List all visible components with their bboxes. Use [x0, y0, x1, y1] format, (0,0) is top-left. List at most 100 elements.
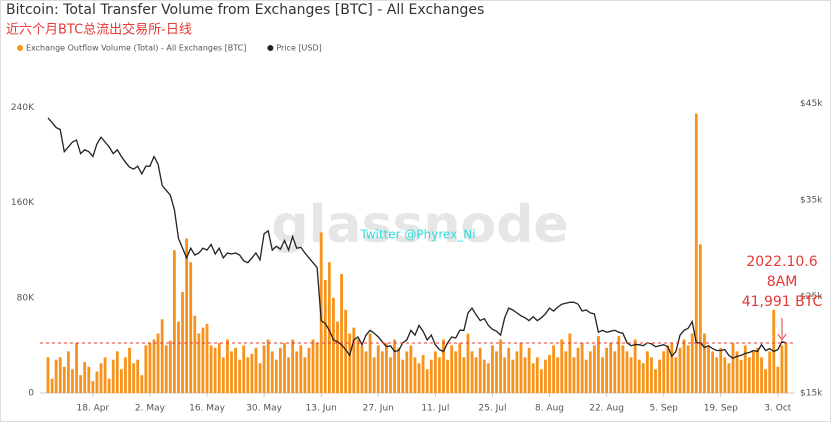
bar: [760, 357, 763, 393]
x-tick-label: 16. May: [189, 404, 225, 414]
bar: [385, 343, 388, 393]
x-tick-label: 11. Jul: [421, 404, 449, 414]
x-tick-label: 30. May: [246, 404, 282, 414]
bar: [719, 347, 723, 393]
legend-swatch: [17, 45, 23, 51]
bar: [531, 363, 535, 393]
annotation-text: 8AM: [767, 274, 798, 290]
bar: [535, 357, 539, 393]
bar: [95, 371, 99, 393]
bar: [124, 357, 127, 393]
bar: [258, 363, 262, 393]
bar: [690, 333, 694, 393]
bar: [507, 347, 511, 393]
bar: [613, 351, 617, 393]
y2-tick-label: $25k: [800, 292, 823, 302]
bar: [397, 347, 401, 393]
x-tick-label: 13. Jun: [306, 404, 337, 414]
bar: [209, 345, 213, 393]
bar: [283, 343, 286, 393]
bar: [446, 359, 449, 393]
bar: [238, 359, 242, 393]
legend-swatch: [267, 45, 274, 51]
bar: [348, 333, 352, 393]
bar: [79, 375, 83, 393]
bar: [499, 339, 502, 393]
bar: [54, 359, 58, 393]
x-tick-label: 19. Sep: [704, 404, 738, 414]
bar: [413, 357, 417, 393]
bar: [633, 339, 637, 393]
bar: [723, 357, 727, 393]
bar: [658, 359, 662, 393]
bar: [556, 357, 560, 393]
bar: [128, 347, 131, 393]
bar: [462, 357, 466, 393]
y-tick-label: 80K: [17, 293, 35, 303]
bar: [295, 351, 299, 393]
bar: [279, 347, 282, 393]
bar: [71, 369, 74, 393]
bar: [372, 357, 376, 393]
bar: [230, 351, 233, 393]
bar: [597, 335, 600, 393]
bar: [641, 363, 645, 393]
bar: [478, 347, 482, 393]
bar: [323, 280, 327, 393]
bar: [91, 381, 95, 393]
bar: [474, 357, 478, 393]
bar: [409, 345, 413, 393]
bar: [144, 345, 148, 393]
bar: [50, 378, 54, 393]
bar: [609, 343, 613, 393]
bar: [495, 351, 498, 393]
bar: [58, 357, 62, 393]
y-tick-label: 0: [28, 389, 34, 399]
bar: [727, 363, 731, 393]
bar: [136, 359, 140, 393]
bar: [250, 353, 254, 393]
bar: [544, 359, 547, 393]
y-tick-label: 240K: [11, 103, 35, 113]
x-tick-label: 3. Oct: [764, 404, 791, 414]
bar: [389, 357, 392, 393]
bar: [666, 345, 670, 393]
bar: [197, 333, 201, 393]
chart-subtitle: 近六个月BTC总流出交易所-日线: [6, 22, 192, 38]
bar: [650, 357, 653, 393]
bar: [193, 315, 197, 393]
bar: [148, 343, 152, 393]
bar: [221, 357, 225, 393]
bar: [707, 345, 710, 393]
bar: [344, 309, 348, 393]
x-tick-label: 8. Aug: [535, 404, 564, 414]
bar: [470, 351, 474, 393]
bar: [580, 343, 584, 393]
bar: [376, 345, 380, 393]
bar: [678, 347, 682, 393]
bar: [454, 351, 458, 393]
bar: [601, 357, 604, 393]
bar: [450, 345, 454, 393]
x-tick-label: 25. Jul: [478, 404, 506, 414]
bar: [66, 351, 70, 393]
bar: [751, 351, 755, 393]
bar: [152, 339, 156, 393]
bar: [266, 339, 270, 393]
bar: [560, 339, 564, 393]
bar: [694, 113, 698, 394]
bar: [698, 244, 702, 393]
bar: [75, 343, 78, 393]
bar: [340, 274, 343, 393]
bar: [654, 369, 657, 393]
bar: [99, 363, 103, 393]
y-tick-label: 160K: [11, 198, 35, 208]
bar: [768, 351, 772, 393]
bar: [584, 359, 588, 393]
bar: [336, 321, 339, 393]
bar: [46, 357, 50, 393]
bar: [189, 262, 193, 393]
x-tick-label: 27. Jun: [363, 404, 394, 414]
bar: [588, 351, 592, 393]
bar: [119, 369, 123, 393]
